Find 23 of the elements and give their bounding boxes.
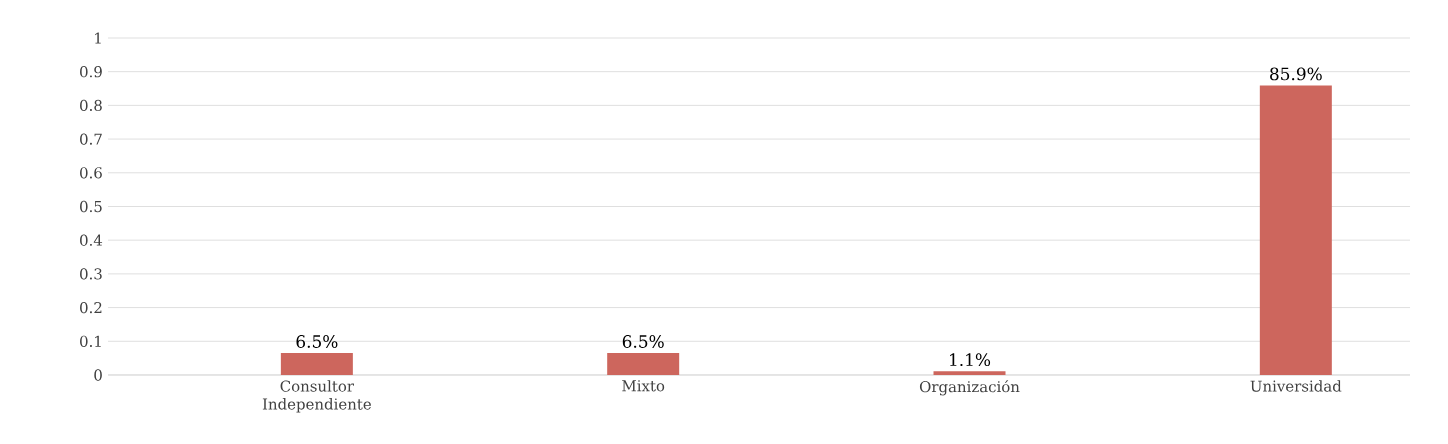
x-tick-label: Consultor Independiente	[262, 380, 371, 413]
data-label: 85.9%	[1270, 67, 1322, 81]
data-label: 6.5%	[296, 335, 338, 348]
y-tick-label: 0.1	[80, 335, 101, 347]
y-tick-label: 0.8	[80, 99, 102, 112]
y-tick-label: 0.3	[80, 268, 102, 280]
x-tick-label: Mixto	[622, 380, 665, 392]
x-tick-label: Organización	[919, 380, 1020, 396]
data-label: 6.5%	[622, 335, 664, 348]
data-label: 1.1%	[950, 353, 991, 367]
x-tick-label: Universidad	[1250, 380, 1342, 392]
y-tick-label: 0.5	[80, 200, 102, 213]
y-tick-label: 0.9	[80, 66, 102, 78]
bar	[280, 353, 353, 375]
y-tick-label: 0.7	[80, 133, 102, 145]
y-tick-label: 0	[94, 369, 102, 381]
bar	[607, 353, 680, 375]
y-tick-label: 1	[95, 32, 101, 44]
y-tick-label: 0.6	[80, 167, 102, 179]
y-tick-label: 0.4	[80, 234, 103, 246]
y-tick-label: 0.2	[80, 301, 102, 314]
bar	[1259, 85, 1332, 375]
bar	[933, 371, 1006, 375]
